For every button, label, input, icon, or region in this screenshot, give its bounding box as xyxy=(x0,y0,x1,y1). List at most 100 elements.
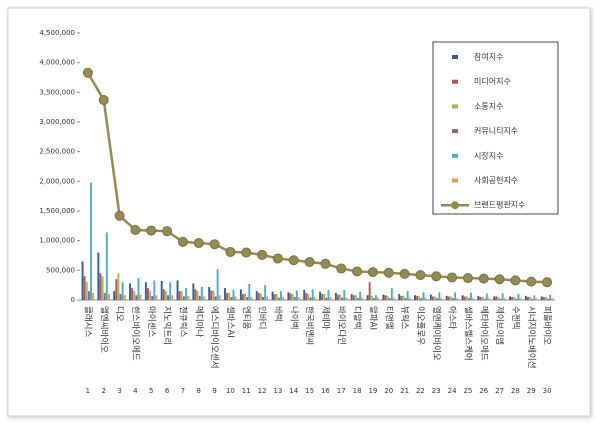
bar xyxy=(250,297,253,300)
bar xyxy=(297,297,300,300)
bar xyxy=(392,297,395,300)
bar xyxy=(531,298,534,300)
bar xyxy=(359,291,362,300)
x-tick-label: 인바디 xyxy=(257,306,268,329)
rank-label: 25 xyxy=(463,387,472,395)
legend-swatch xyxy=(452,55,458,59)
bar xyxy=(234,296,237,300)
bar xyxy=(307,294,310,300)
y-tick-label: 3,500,000 xyxy=(39,88,75,96)
bar xyxy=(485,293,488,300)
bar xyxy=(242,294,244,300)
legend-swatch xyxy=(452,129,458,134)
bar xyxy=(169,282,172,300)
bar xyxy=(461,295,464,300)
bar xyxy=(542,297,545,300)
bar xyxy=(495,296,498,300)
bar xyxy=(293,297,296,300)
bar xyxy=(226,292,229,300)
x-tick-label: 수젠텍 xyxy=(510,306,521,329)
bar xyxy=(277,297,280,300)
rank-label: 13 xyxy=(273,387,282,395)
legend-swatch xyxy=(452,104,458,109)
bar xyxy=(445,295,448,300)
line-marker xyxy=(98,95,109,106)
bar xyxy=(244,293,247,300)
bar xyxy=(83,276,86,300)
line-marker xyxy=(399,268,410,279)
legend-label: 커뮤니티지수 xyxy=(474,126,518,136)
x-tick-label: 엘엔씨바이오 xyxy=(98,306,109,353)
bar xyxy=(176,280,179,300)
bar xyxy=(483,298,486,300)
bar xyxy=(257,292,260,300)
line-marker xyxy=(272,253,283,264)
bar xyxy=(499,298,502,300)
bar xyxy=(230,297,233,300)
x-tick-label: 시너지이노베이션 xyxy=(526,306,537,369)
bar xyxy=(287,292,290,300)
bar xyxy=(420,298,423,300)
bar xyxy=(406,291,409,300)
rank-label: 5 xyxy=(149,387,153,395)
bar xyxy=(519,298,522,300)
bar xyxy=(503,298,506,300)
line-marker xyxy=(383,267,394,278)
bar xyxy=(194,289,197,300)
bar xyxy=(319,291,321,300)
bar xyxy=(149,291,152,300)
bar xyxy=(390,288,393,300)
bar xyxy=(155,295,158,300)
y-tick-label: 4,000,000 xyxy=(39,59,75,67)
bar xyxy=(487,298,490,300)
line-marker xyxy=(304,257,315,268)
x-tick-label: 아이센스 xyxy=(146,306,157,337)
bar xyxy=(404,298,407,300)
bar xyxy=(275,294,278,300)
y-tick-label: 1,000,000 xyxy=(39,237,75,245)
bar xyxy=(470,292,472,300)
line-marker xyxy=(209,239,220,250)
bar xyxy=(386,295,389,300)
bar xyxy=(414,295,416,300)
rank-label: 18 xyxy=(353,387,362,395)
rank-label: 11 xyxy=(242,387,251,395)
bar xyxy=(429,294,432,300)
line-marker xyxy=(462,273,473,284)
line-marker xyxy=(177,236,188,247)
x-tick-label: 제테마 xyxy=(320,306,330,330)
y-tick-label: 2,500,000 xyxy=(39,148,75,156)
legend xyxy=(432,41,559,215)
bar xyxy=(529,297,532,300)
rank-label: 12 xyxy=(258,387,267,395)
bar xyxy=(246,297,249,300)
legend-marker xyxy=(451,201,459,210)
bar xyxy=(185,288,187,300)
bar xyxy=(357,298,359,300)
line-marker xyxy=(431,271,442,282)
bar xyxy=(515,298,518,300)
x-tick-label: 클래시스 xyxy=(82,306,92,337)
bar xyxy=(271,291,274,300)
bar xyxy=(295,290,298,300)
line-marker xyxy=(447,272,458,283)
bar xyxy=(144,282,147,300)
x-tick-label: 셀바스AI xyxy=(225,306,236,338)
line-marker xyxy=(526,276,537,287)
line-marker xyxy=(193,238,204,249)
x-tick-label: 티앤엘 xyxy=(383,306,394,330)
bar xyxy=(418,296,421,300)
rank-label: 3 xyxy=(117,387,121,395)
rank-label: 2 xyxy=(102,387,106,395)
bar xyxy=(382,294,385,300)
x-tick-label: 지노믹트리 xyxy=(162,306,173,345)
bar xyxy=(224,288,226,300)
rank-label: 4 xyxy=(133,387,138,395)
bar xyxy=(447,296,450,300)
bar xyxy=(544,297,547,300)
bar xyxy=(438,292,441,300)
line-marker xyxy=(257,249,268,260)
bar xyxy=(339,294,342,300)
rank-label: 8 xyxy=(197,387,201,395)
bar xyxy=(162,289,165,300)
